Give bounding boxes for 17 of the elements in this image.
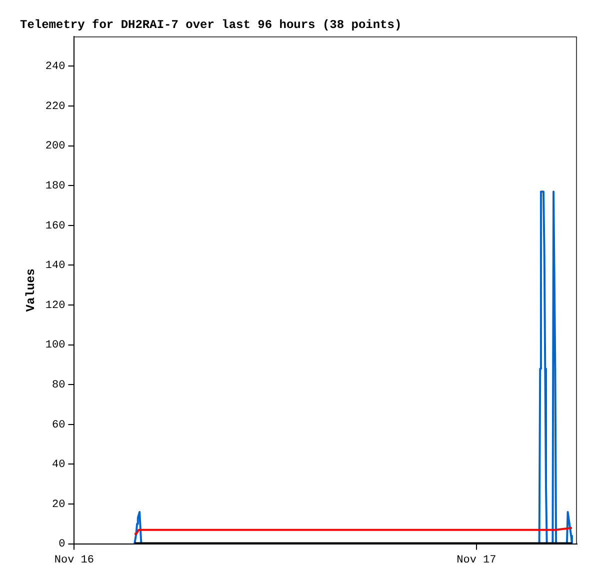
y-tick-label: 160 — [45, 220, 66, 232]
y-tick-label: 40 — [52, 459, 66, 472]
y-tick-label: 20 — [52, 498, 66, 511]
y-tick-label: 140 — [45, 260, 66, 272]
y-tick-label: 0 — [58, 538, 66, 551]
y-tick-label: 80 — [52, 380, 66, 392]
x-tick-label: Nov 16 — [54, 554, 94, 566]
y-tick-label: 200 — [45, 140, 66, 153]
y-tick-label: 240 — [45, 61, 66, 74]
x-tick-label: Nov 17 — [456, 554, 496, 566]
y-tick-label: 60 — [52, 419, 66, 432]
y-tick-label: 220 — [45, 100, 66, 113]
y-axis-title: Values — [24, 268, 38, 312]
y-tick-label: 100 — [45, 340, 66, 352]
y-tick-label: 180 — [45, 180, 66, 193]
y-tick-label: 120 — [45, 300, 66, 312]
chart-title: Telemetry for DH2RAI-7 over last 96 hours (38 points) — [20, 18, 402, 32]
